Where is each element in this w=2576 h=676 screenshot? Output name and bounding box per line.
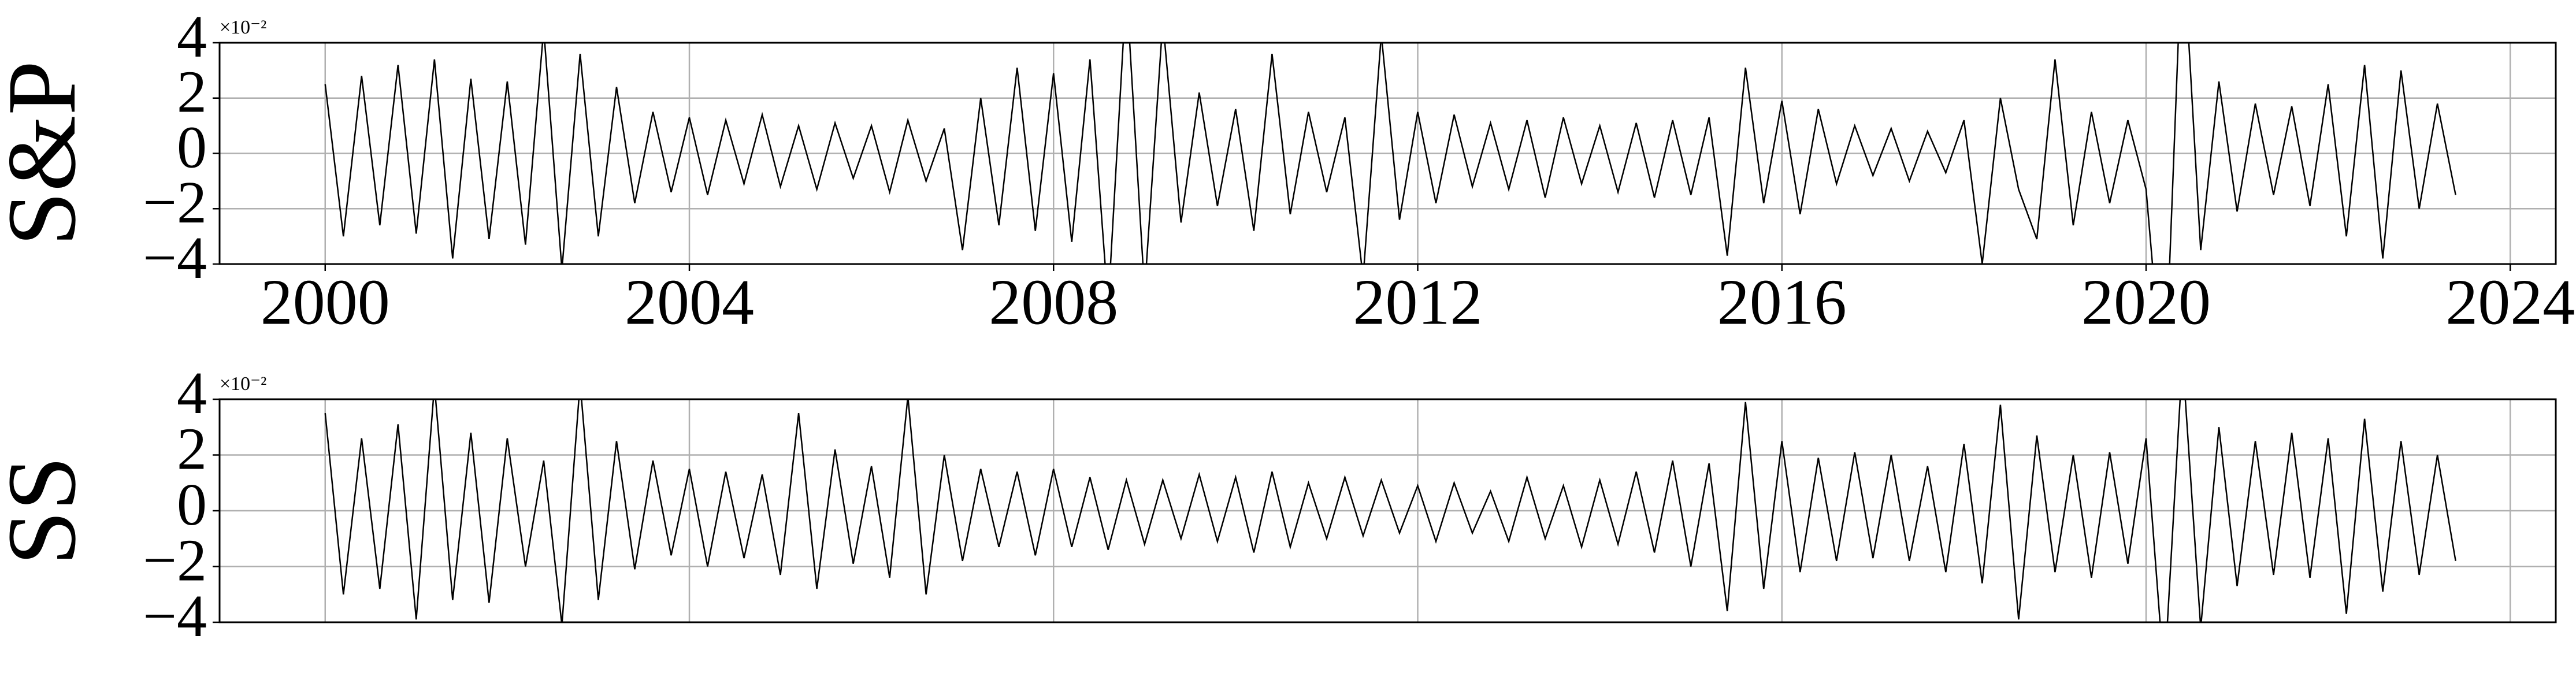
y-tick-label: 4: [177, 360, 207, 426]
plot-frame: [218, 42, 2557, 265]
series-line: [324, 399, 2456, 622]
x-tick-label: 2012: [1353, 267, 1482, 339]
y-tick-label: −4: [143, 583, 207, 649]
x-tick-label: 2024: [2445, 267, 2575, 339]
offset-text: ×10⁻²: [220, 373, 266, 395]
y-tick-label: 4: [177, 3, 207, 70]
x-tick-label: 2004: [625, 267, 754, 339]
x-tick-label: 2008: [989, 267, 1118, 339]
y-tick-label: 0: [177, 471, 207, 538]
y-tick-label: −2: [143, 169, 207, 236]
y-tick-label: −2: [143, 527, 207, 593]
y-tick-label: 2: [177, 415, 207, 482]
x-tick-label: 2000: [261, 267, 390, 339]
plot-frame: [218, 398, 2557, 623]
offset-text: ×10⁻²: [220, 17, 266, 38]
y-tick-label: −4: [143, 225, 207, 291]
y-tick-label: 2: [177, 59, 207, 125]
y-axis-label: SS: [0, 456, 96, 565]
y-axis-label: S&P: [0, 61, 96, 246]
series-line: [324, 43, 2456, 264]
x-tick-label: 2016: [1717, 267, 1847, 339]
y-tick-label: 0: [177, 114, 207, 180]
x-tick-label: 2020: [2081, 267, 2211, 339]
